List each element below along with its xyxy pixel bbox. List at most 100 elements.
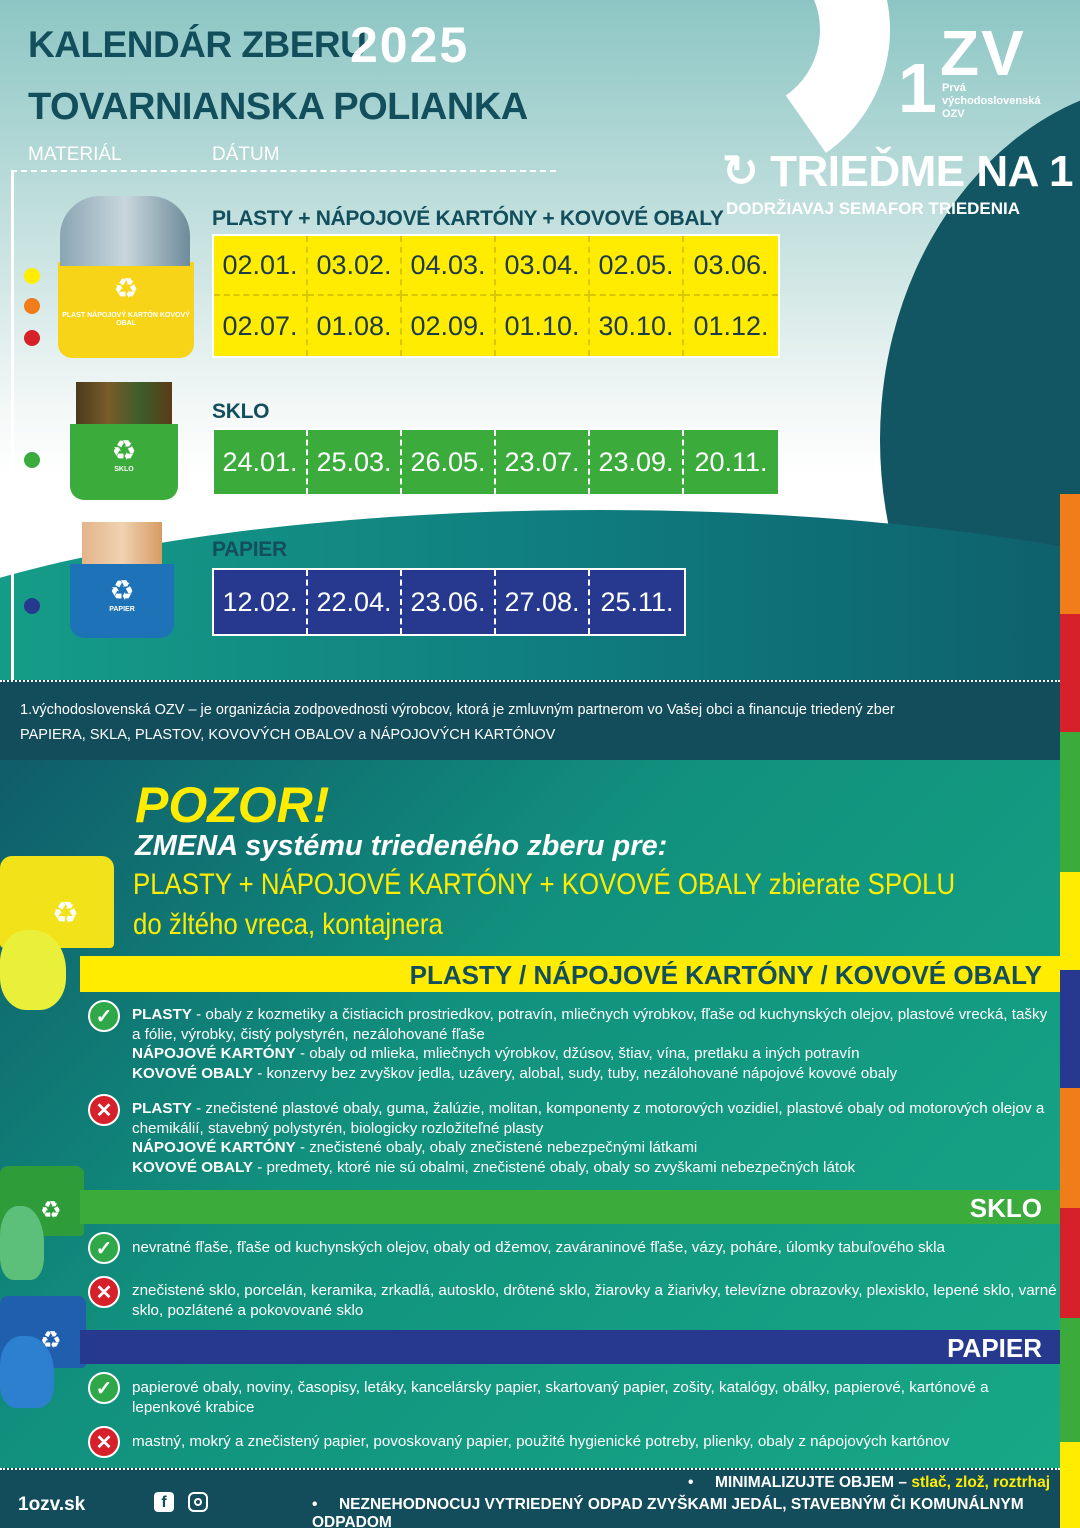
date-cell: 27.08. [496,570,590,634]
sklo-no-text: znečistené sklo, porcelán, keramika, zrk… [132,1282,1057,1319]
date-cell: 03.02. [308,236,402,296]
slogan-text: TRIEĎME NA 1 [770,147,1073,196]
date-cell: 23.06. [402,570,496,634]
plastic-waste-image [60,196,190,266]
papier-rules-heading: PAPIER [80,1330,1060,1364]
list-item: KOVOVÉ OBALY - predmety, ktoré nie sú ob… [132,1158,856,1176]
date-cell: 04.03. [402,236,496,296]
footer [0,1468,1060,1528]
blue-bin-icon: ♻ PAPIER [70,564,174,638]
yellow-bin-label: PLAST NÁPOJOVÝ KARTÓN KOVOVÝ OBAL [62,312,190,327]
list-item: NÁPOJOVÉ KARTÓNY - obaly od mlieka, mlie… [132,1045,860,1062]
logo-one: 1 [898,49,937,127]
divider-vertical [11,172,14,680]
blue-bin-label: PAPIER [109,606,135,613]
plasty-rules-heading: PLASTY / NÁPOJOVÉ KARTÓNY / KOVOVÉ OBALY [80,956,1060,992]
tip1-highlight: stlač, zlož, roztrhaj [911,1474,1051,1491]
date-cell: 23.09. [590,430,684,494]
yellow-bag-icon [0,930,66,1010]
plasty-yes-list: PLASTY - obaly z kozmetiky a čistiacich … [132,1005,1057,1083]
info-box: 1.východoslovenská OZV – je organizácia … [0,680,1060,760]
footer-tip-1: • MINIMALIZUJTE OBJEM – stlač, zlož, roz… [688,1474,1050,1492]
plasty-label: PLASTY + NÁPOJOVÉ KARTÓNY + KOVOVÉ OBALY [212,207,724,230]
plasty-no-list: PLASTY - znečistené plastové obaly, guma… [132,1099,1057,1177]
semafor-green-dot [24,452,40,468]
instagram-lens [194,1498,202,1506]
date-cell: 22.04. [308,570,402,634]
papier-yes-text: papierové obaly, noviny, časopisy, leták… [132,1379,989,1416]
cross-icon: ✕ [88,1426,120,1458]
notice-title: POZOR! [135,777,330,833]
notice-subtitle: ZMENA systému triedeného zberu pre: [135,830,668,862]
date-cell: 25.03. [308,430,402,494]
divider-header [11,170,556,172]
side-strip-yellow [1060,872,1080,970]
check-icon: ✓ [88,1000,120,1032]
logo-subtitle: Prvá východoslovenská OZV [942,82,1041,120]
bullet: • [688,1474,694,1491]
date-cell: 20.11. [694,446,768,477]
sklo-dates-grid: 24.01. 25.03. 26.05. 23.07. 23.09. 20.11… [212,428,780,496]
slogan-recycle-icon: ↻ [722,147,759,196]
date-cell: 01.10. [496,296,590,356]
check-icon: ✓ [88,1232,120,1264]
green-bin-label: SKLO [114,466,134,473]
date-cell: 12.02. [214,570,308,634]
side-strip-red [1060,614,1080,732]
recycle-icon: ♻ [52,897,79,930]
sklo-rules-heading: SKLO [80,1190,1060,1224]
slogan: ↻ TRIEĎME NA 1 [722,146,1073,197]
semafor-blue-dot [24,598,40,614]
papier-dates-grid: 12.02. 22.04. 23.06. 27.08. 25.11. [212,568,686,636]
notice-line1: PLASTY + NÁPOJOVÉ KARTÓNY + KOVOVÉ OBALY… [133,868,956,901]
facebook-icon[interactable]: f [154,1492,174,1512]
paper-waste-image [82,522,162,566]
date-cell: 02.07. [214,296,308,356]
date-cell: 24.01. [214,430,308,494]
recycle-icon: ♻ [40,1197,62,1224]
column-header-material: MATERIÁL [28,144,122,165]
footer-tip-2: • NEZNEHODNOCUJ VYTRIEDENÝ ODPAD ZVYŠKAM… [312,1496,1080,1528]
list-item: PLASTY - obaly z kozmetiky a čistiacich … [132,1006,1048,1043]
slogan-sub: DODRŽIAVAJ SEMAFOR TRIEDENIA [726,199,1021,218]
cross-icon: ✕ [88,1276,120,1308]
date-cell: 02.09. [402,296,496,356]
info-text-line1: 1.východoslovenská OZV – je organizácia … [20,702,895,718]
date-cell: 01.08. [308,296,402,356]
papier-label: PAPIER [212,538,287,561]
date-cell: 25.11. [600,586,674,617]
green-bag-icon [0,1206,44,1280]
notice-line2: do žltého vreca, kontajnera [133,908,443,941]
side-strip-green [1060,732,1080,872]
recycle-icon: ♻ [111,435,137,466]
tip1-text: MINIMALIZUJTE OBJEM – [714,1474,908,1491]
plasty-dates-grid: 02.01. 03.02. 04.03. 03.04. 02.05. 03.06… [212,234,780,358]
list-item: PLASTY - znečistené plastové obaly, guma… [132,1100,1045,1137]
municipality-name: TOVARNIANSKA POLIANKA [28,86,528,128]
date-cell: 02.05. [590,236,684,296]
year: 2025 [350,17,470,73]
tip2-text: NEZNEHODNOCUJ VYTRIEDENÝ ODPAD ZVYŠKAMI … [312,1496,1024,1528]
list-item: NÁPOJOVÉ KARTÓNY - znečistené obaly, oba… [132,1139,698,1156]
side-strip-orange [1060,1088,1080,1208]
date-cell: 02.01. [214,236,308,296]
date-cell: 03.06. [684,236,778,296]
list-item: KOVOVÉ OBALY - konzervy bez zvyškov jedl… [132,1064,898,1082]
side-strip-blue [1060,970,1080,1088]
side-strip-green [1060,1318,1080,1442]
column-header-date: DÁTUM [212,144,280,165]
sklo-yes-text: nevratné fľaše, fľaše od kuchynských ole… [132,1239,945,1256]
papier-no-text: mastný, mokrý a znečistený papier, povos… [132,1433,950,1450]
recycle-icon: ♻ [109,575,135,606]
side-strip-red [1060,1208,1080,1318]
website-link[interactable]: 1ozv.sk [18,1494,86,1515]
green-bin-icon: ♻ SKLO [70,424,178,500]
yellow-bin-icon: ♻ PLAST NÁPOJOVÝ KARTÓN KOVOVÝ OBAL [58,262,194,358]
glass-bottles-image [76,382,172,428]
date-cell: 03.04. [496,236,590,296]
instagram-icon[interactable] [188,1492,208,1512]
page-title: KALENDÁR ZBERU [28,24,367,65]
check-icon: ✓ [88,1372,120,1404]
semafor-yellow-dot [24,268,40,284]
bullet: • [312,1496,318,1513]
